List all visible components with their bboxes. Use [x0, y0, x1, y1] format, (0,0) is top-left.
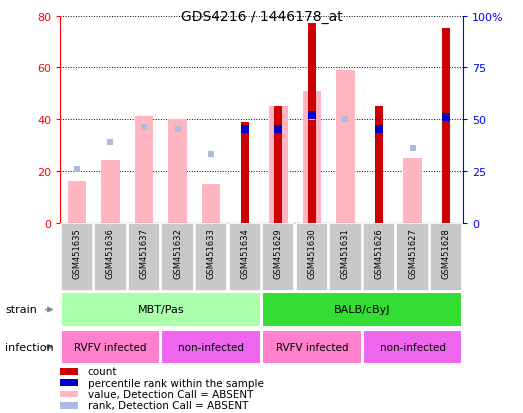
Text: RVFV infected: RVFV infected [276, 342, 348, 352]
Text: GSM451632: GSM451632 [173, 228, 182, 278]
Bar [329, 223, 361, 291]
Text: GSM451633: GSM451633 [207, 228, 215, 278]
Text: count: count [88, 366, 117, 376]
Text: GDS4216 / 1446178_at: GDS4216 / 1446178_at [180, 10, 343, 24]
Bar [135, 117, 153, 223]
Text: GSM451637: GSM451637 [140, 228, 149, 278]
Text: GSM451631: GSM451631 [341, 228, 350, 278]
Bar [168, 120, 187, 223]
Text: GSM451636: GSM451636 [106, 228, 115, 278]
Bar [60, 391, 77, 397]
Bar [94, 223, 127, 291]
Bar [229, 223, 261, 291]
Bar [241, 122, 249, 223]
Bar [262, 293, 462, 327]
Text: GSM451629: GSM451629 [274, 228, 283, 278]
Text: RVFV infected: RVFV infected [74, 342, 147, 352]
Bar [60, 380, 77, 386]
Bar [61, 330, 160, 364]
Bar [269, 107, 288, 223]
Text: GSM451630: GSM451630 [308, 228, 316, 278]
Bar [295, 223, 328, 291]
Bar [375, 107, 383, 223]
Text: GSM451627: GSM451627 [408, 228, 417, 278]
Bar [61, 223, 93, 291]
Text: BALB/cByJ: BALB/cByJ [334, 305, 391, 315]
Bar [262, 330, 361, 364]
Text: non-infected: non-infected [380, 342, 446, 352]
Bar [128, 223, 160, 291]
Bar [60, 368, 77, 375]
Text: GSM451626: GSM451626 [374, 228, 383, 278]
Text: GSM451634: GSM451634 [240, 228, 249, 278]
Text: strain: strain [5, 305, 37, 315]
Text: GSM451628: GSM451628 [441, 228, 451, 278]
Bar [363, 330, 462, 364]
Bar [262, 223, 294, 291]
Text: GSM451635: GSM451635 [72, 228, 82, 278]
Bar [336, 71, 355, 223]
Bar [162, 330, 261, 364]
Text: percentile rank within the sample: percentile rank within the sample [88, 378, 264, 388]
Bar [101, 161, 120, 223]
Bar [403, 159, 422, 223]
Bar [442, 29, 450, 223]
Bar [303, 91, 321, 223]
Bar [60, 402, 77, 408]
Bar [195, 223, 228, 291]
Bar [396, 223, 429, 291]
Bar [363, 223, 395, 291]
Text: MBT/Pas: MBT/Pas [138, 305, 184, 315]
Bar [430, 223, 462, 291]
Bar [67, 182, 86, 223]
Bar [202, 184, 220, 223]
Text: value, Detection Call = ABSENT: value, Detection Call = ABSENT [88, 389, 253, 399]
Text: rank, Detection Call = ABSENT: rank, Detection Call = ABSENT [88, 400, 248, 410]
Text: infection: infection [5, 342, 54, 352]
Text: non-infected: non-infected [178, 342, 244, 352]
Bar [308, 24, 316, 223]
Bar [274, 107, 282, 223]
Bar [61, 293, 261, 327]
Bar [162, 223, 194, 291]
